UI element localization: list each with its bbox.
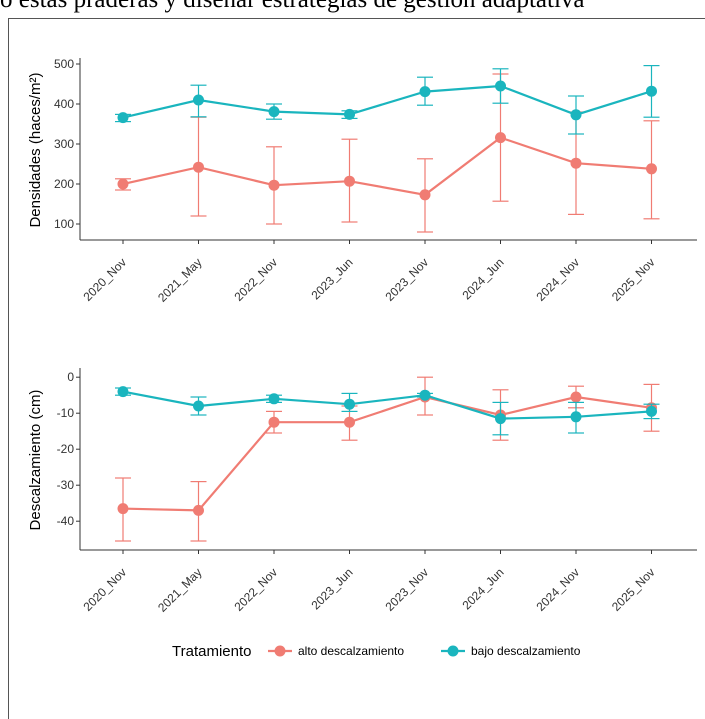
panel-1: 100 200 300 400 500 2020_Nov 2021_May 2022_Nov 2… — [27, 57, 697, 305]
y-tick-label: 200 — [54, 177, 74, 191]
data-point — [117, 112, 129, 124]
data-point — [570, 391, 582, 403]
x-tick-label: 2021_May — [155, 255, 205, 305]
data-point — [193, 400, 204, 412]
data-point — [419, 389, 431, 401]
x-tick-label: 2023_Nov — [383, 565, 432, 614]
series-line — [122, 395, 652, 512]
figure-frame — [8, 18, 705, 719]
data-point — [419, 86, 431, 98]
data-point — [193, 94, 204, 106]
data-point — [344, 398, 355, 410]
data-point — [646, 85, 657, 97]
y-tick-label: -40 — [57, 514, 75, 528]
y-axis-title: Descalzamiento (cm) — [27, 390, 44, 531]
page-top-text: o estas praderas y diseñar estrategias d… — [0, 0, 705, 14]
x-tick-label: 2024_Jun — [459, 255, 506, 302]
series-bajo — [115, 386, 660, 436]
x-tick-label: 2024_Nov — [534, 255, 583, 304]
x-tick-label: 2021_May — [155, 565, 205, 615]
data-point — [117, 386, 129, 398]
series-bajo — [115, 64, 660, 135]
panel-2: 0 -10 -20 -30 -40 2020_Nov 2021_May 2022_Nov 202… — [27, 368, 697, 615]
data-point — [570, 157, 582, 169]
data-point — [646, 163, 657, 175]
data-point — [193, 161, 204, 173]
legend-label: bajo descalzamiento — [471, 644, 581, 658]
data-point — [495, 413, 506, 425]
data-point — [268, 393, 280, 405]
x-tick-label: 2022_Nov — [232, 565, 281, 614]
y-tick-label: 0 — [67, 370, 74, 384]
y-tick-label: 100 — [54, 217, 74, 231]
x-tick-label: 2025_Nov — [609, 255, 658, 304]
legend-title: Tratamiento — [172, 643, 251, 660]
data-point — [268, 106, 280, 118]
data-point — [193, 504, 204, 516]
data-point — [344, 416, 355, 428]
data-point — [117, 178, 129, 190]
y-tick-label: 400 — [54, 97, 74, 111]
y-tick-label: 500 — [54, 57, 74, 71]
x-tick-label: 2020_Nov — [81, 255, 130, 304]
x-tick-label: 2022_Nov — [232, 255, 281, 304]
x-tick-label: 2020_Nov — [81, 565, 130, 614]
data-point — [419, 189, 431, 201]
x-tick-label: 2024_Jun — [459, 565, 506, 612]
data-point — [344, 175, 355, 187]
y-axis-title: Densidades (haces/m²) — [27, 72, 44, 227]
y-tick-label: -30 — [57, 478, 75, 492]
legend: Tratamiento alto descalzamiento bajo desca… — [172, 643, 581, 660]
data-point — [495, 80, 506, 92]
legend-key-point — [274, 645, 286, 657]
data-point — [117, 503, 129, 515]
y-tick-label: -10 — [57, 406, 75, 420]
y-tick-label: -20 — [57, 442, 75, 456]
data-point — [570, 109, 582, 121]
y-tick-label: 300 — [54, 137, 74, 151]
series-line — [122, 84, 652, 119]
data-point — [268, 416, 280, 428]
data-point — [570, 411, 582, 423]
data-point — [646, 405, 657, 417]
legend-label: alto descalzamiento — [298, 644, 404, 658]
x-tick-label: 2023_Jun — [308, 565, 355, 612]
x-tick-label: 2023_Nov — [383, 255, 432, 304]
legend-key-point — [447, 645, 459, 657]
x-tick-label: 2023_Jun — [308, 255, 355, 302]
series-line — [122, 136, 652, 196]
x-tick-label: 2024_Nov — [534, 565, 583, 614]
series-line — [122, 390, 652, 420]
data-point — [344, 108, 355, 120]
data-point — [268, 179, 280, 191]
x-tick-label: 2025_Nov — [609, 565, 658, 614]
data-point — [495, 132, 506, 144]
